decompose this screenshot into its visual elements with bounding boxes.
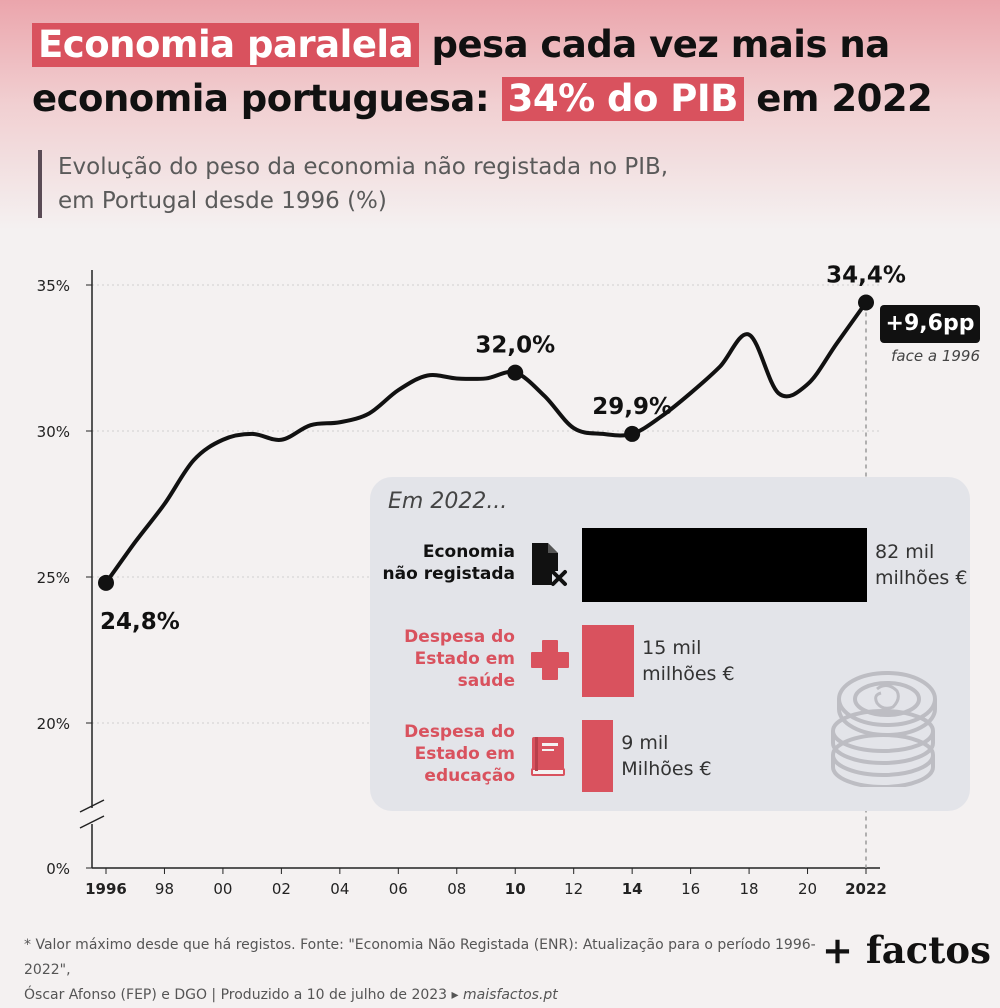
footnote: * Valor máximo desde que há registos. Fo… (24, 933, 824, 1008)
subtitle-line-1: Evolução do peso da economia não regista… (58, 154, 669, 180)
x-tick-labels: 1996 98 00 02 04 06 08 10 12 14 16 18 20 2022 (85, 880, 887, 898)
row-label-line: Economia (422, 542, 515, 562)
row-label-line: não registada (382, 564, 515, 584)
x-tick-label: 04 (330, 880, 349, 898)
title-text-1: pesa cada vez mais na economia portugues… (32, 23, 890, 120)
point-label: 29,9% (592, 394, 672, 420)
x-tick-label: 10 (505, 880, 526, 898)
axis-break-mark (79, 799, 105, 813)
brand-logo: + factos (822, 928, 991, 972)
axis-break-mark (79, 815, 105, 829)
row-label-unregistered-economy: Economia não registada (370, 541, 515, 585)
panel-title: Em 2022... (388, 489, 508, 514)
amount-label-unregistered-economy: 82 mil milhões € (875, 539, 967, 591)
x-tick-label: 08 (447, 880, 466, 898)
coins-icon (831, 671, 937, 787)
x-tick-label: 06 (389, 880, 408, 898)
amount-label-education-spending: 9 mil Milhões € (621, 730, 711, 782)
row-label-health-spending: Despesa do Estado em saúde (370, 626, 515, 692)
row-label-line: Despesa do (404, 722, 515, 742)
amount-line: 9 mil (621, 732, 669, 754)
row-label-education-spending: Despesa do Estado em educação (370, 721, 515, 787)
y-tick-label: 0% (46, 860, 70, 878)
y-tick-label: 25% (37, 569, 70, 587)
y-tick-labels: 35% 30% 25% 20% 0% (37, 277, 70, 878)
y-tick-label: 20% (37, 715, 70, 733)
row-label-line: Despesa do (404, 627, 515, 647)
amount-line: milhões € (642, 663, 735, 685)
x-tick-label: 12 (564, 880, 583, 898)
series-line (104, 300, 868, 585)
amount-line: 82 mil (875, 541, 935, 563)
series-line-group (104, 300, 868, 868)
x-tick-label: 18 (740, 880, 759, 898)
data-point (98, 574, 114, 591)
subtitle-line-2: em Portugal desde 1996 (%) (58, 188, 387, 214)
x-tick-label: 14 (622, 880, 643, 898)
amount-line: Milhões € (621, 758, 712, 780)
x-tick-label: 98 (155, 880, 174, 898)
title-text-2: em 2022 (756, 77, 933, 120)
row-label-line: Estado em (414, 744, 515, 764)
x-tick-label: 00 (213, 880, 232, 898)
amount-label-health-spending: 15 mil milhões € (642, 635, 734, 687)
footnote-source: Óscar Afonso (FEP) e DGO | Produzido a 1… (24, 987, 459, 1003)
x-tick-label: 02 (272, 880, 291, 898)
row-label-line: educação (424, 766, 515, 786)
data-point (858, 294, 874, 311)
data-point (624, 425, 641, 442)
book-icon (531, 737, 565, 776)
bar-health-spending (582, 625, 635, 697)
annotated-points: 24,8% 32,0% 29,9% 34,4% (98, 263, 906, 635)
line-chart: 35%30%25%20%0% 1996 98 00 02 04 06 08 10 12 14 16 1… (37, 263, 906, 898)
comparison-panel: Em 2022... Economia não registada 82 mil… (370, 477, 970, 811)
health-cross-icon (531, 640, 569, 680)
point-label: 24,8% (100, 609, 180, 635)
data-point (507, 364, 524, 381)
point-label: 34,4% (826, 263, 906, 289)
axes (79, 270, 880, 874)
bar-unregistered-economy (582, 528, 867, 602)
footnote-link[interactable]: maisfactos.pt (463, 987, 558, 1003)
change-badge: +9,6pp (880, 305, 980, 343)
y-tick-label: 35% (37, 277, 70, 295)
x-tick-label: 16 (681, 880, 700, 898)
x-tick-label: 20 (798, 880, 817, 898)
x-tick-label: 2022 (845, 880, 887, 898)
row-label-line: Estado em (414, 649, 515, 669)
title-highlight-2: 34% do PIB (501, 77, 744, 121)
point-label: 32,0% (475, 333, 555, 359)
x-tick-label: 1996 (85, 880, 127, 898)
amount-line: milhões € (875, 567, 968, 589)
footnote-line-1: * Valor máximo desde que há registos. Fo… (24, 937, 816, 978)
bar-education-spending (582, 720, 614, 792)
document-x-icon (532, 543, 567, 586)
amount-line: 15 mil (642, 637, 702, 659)
footnote-line-2: Óscar Afonso (FEP) e DGO | Produzido a 1… (24, 983, 824, 1008)
chart-subtitle: Evolução do peso da economia não regista… (38, 150, 668, 218)
y-tick-label: 30% (37, 423, 70, 441)
page-title: Economia paralela pesa cada vez mais na … (32, 18, 972, 126)
change-badge-subtitle: face a 1996 (891, 347, 980, 365)
title-highlight-1: Economia paralela (32, 23, 420, 67)
row-label-line: saúde (457, 671, 515, 691)
